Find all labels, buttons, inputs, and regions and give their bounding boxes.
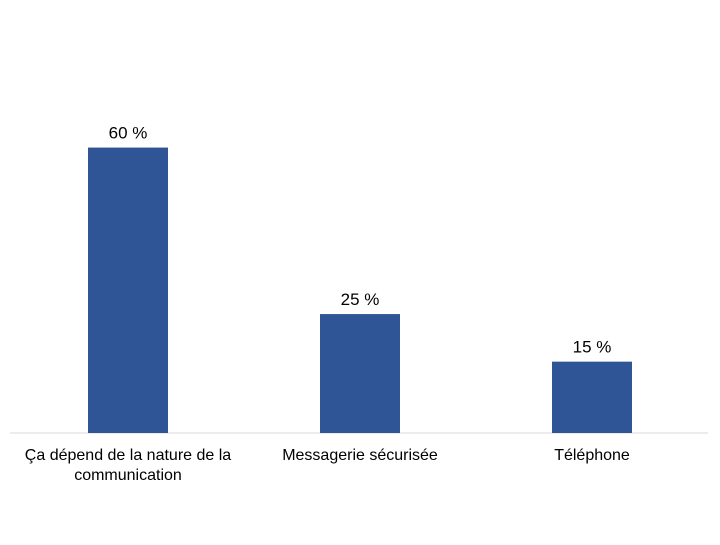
category-label-0: Ça dépend de la nature de la communicati… — [24, 447, 232, 484]
category-label-2: Téléphone — [554, 447, 630, 464]
value-label-1: 25 % — [341, 290, 380, 309]
bar-0 — [88, 147, 168, 434]
bars-group — [88, 147, 632, 434]
category-label-1: Messagerie sécurisée — [282, 447, 438, 464]
bar-1 — [320, 314, 400, 433]
value-label-0: 60 % — [109, 124, 148, 143]
value-labels-group: 60 % 25 % 15 % — [109, 124, 612, 357]
value-label-2: 15 % — [573, 338, 612, 357]
bar-2 — [552, 361, 632, 433]
